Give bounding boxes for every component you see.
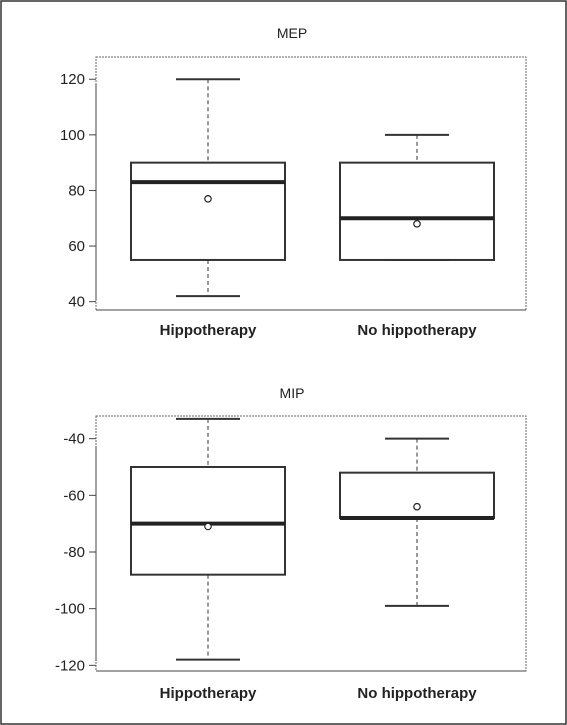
- interquartile-box: [130, 161, 286, 261]
- interquartile-box: [339, 471, 495, 519]
- mep-box-no-hippotherapy: [339, 133, 495, 261]
- mep-ytick-label: 80: [68, 182, 85, 199]
- interquartile-box: [339, 161, 495, 261]
- mep-ytick-label: 40: [68, 294, 85, 311]
- mip-box-no-hippotherapy: [339, 437, 495, 607]
- mip-panel: MIP -40 -60 -80 -100 -120 Hippotherapy No hi…: [55, 385, 527, 702]
- mip-ytick-label: -100: [55, 601, 85, 618]
- mep-category-label-hippotherapy: Hippotherapy: [160, 322, 257, 339]
- mep-box-hippotherapy: [130, 78, 286, 298]
- mip-ytick-label: -120: [55, 657, 85, 674]
- mep-ytick-label: 120: [60, 71, 85, 88]
- mean-point: [413, 220, 421, 228]
- mean-point: [204, 194, 212, 203]
- mip-title: MIP: [280, 385, 305, 401]
- mip-category-label-hippotherapy: Hippotherapy: [160, 685, 257, 702]
- mean-point: [413, 502, 421, 511]
- mean-point: [204, 522, 212, 531]
- mep-title: MEP: [277, 25, 307, 41]
- mep-panel: MEP 40 60 80 100 120 Hippotherapy No hippoth…: [60, 25, 527, 339]
- mip-ytick-label: -80: [63, 544, 85, 561]
- mip-ytick-label: -60: [63, 487, 85, 504]
- mep-ytick-label: 60: [68, 238, 85, 255]
- mep-ytick-label: 100: [60, 127, 85, 144]
- mip-category-label-no-hippotherapy: No hippotherapy: [357, 685, 477, 702]
- mip-box-hippotherapy: [130, 417, 286, 661]
- mep-category-label-no-hippotherapy: No hippotherapy: [357, 322, 477, 339]
- mip-ytick-label: -40: [63, 431, 85, 448]
- interquartile-box: [130, 466, 286, 576]
